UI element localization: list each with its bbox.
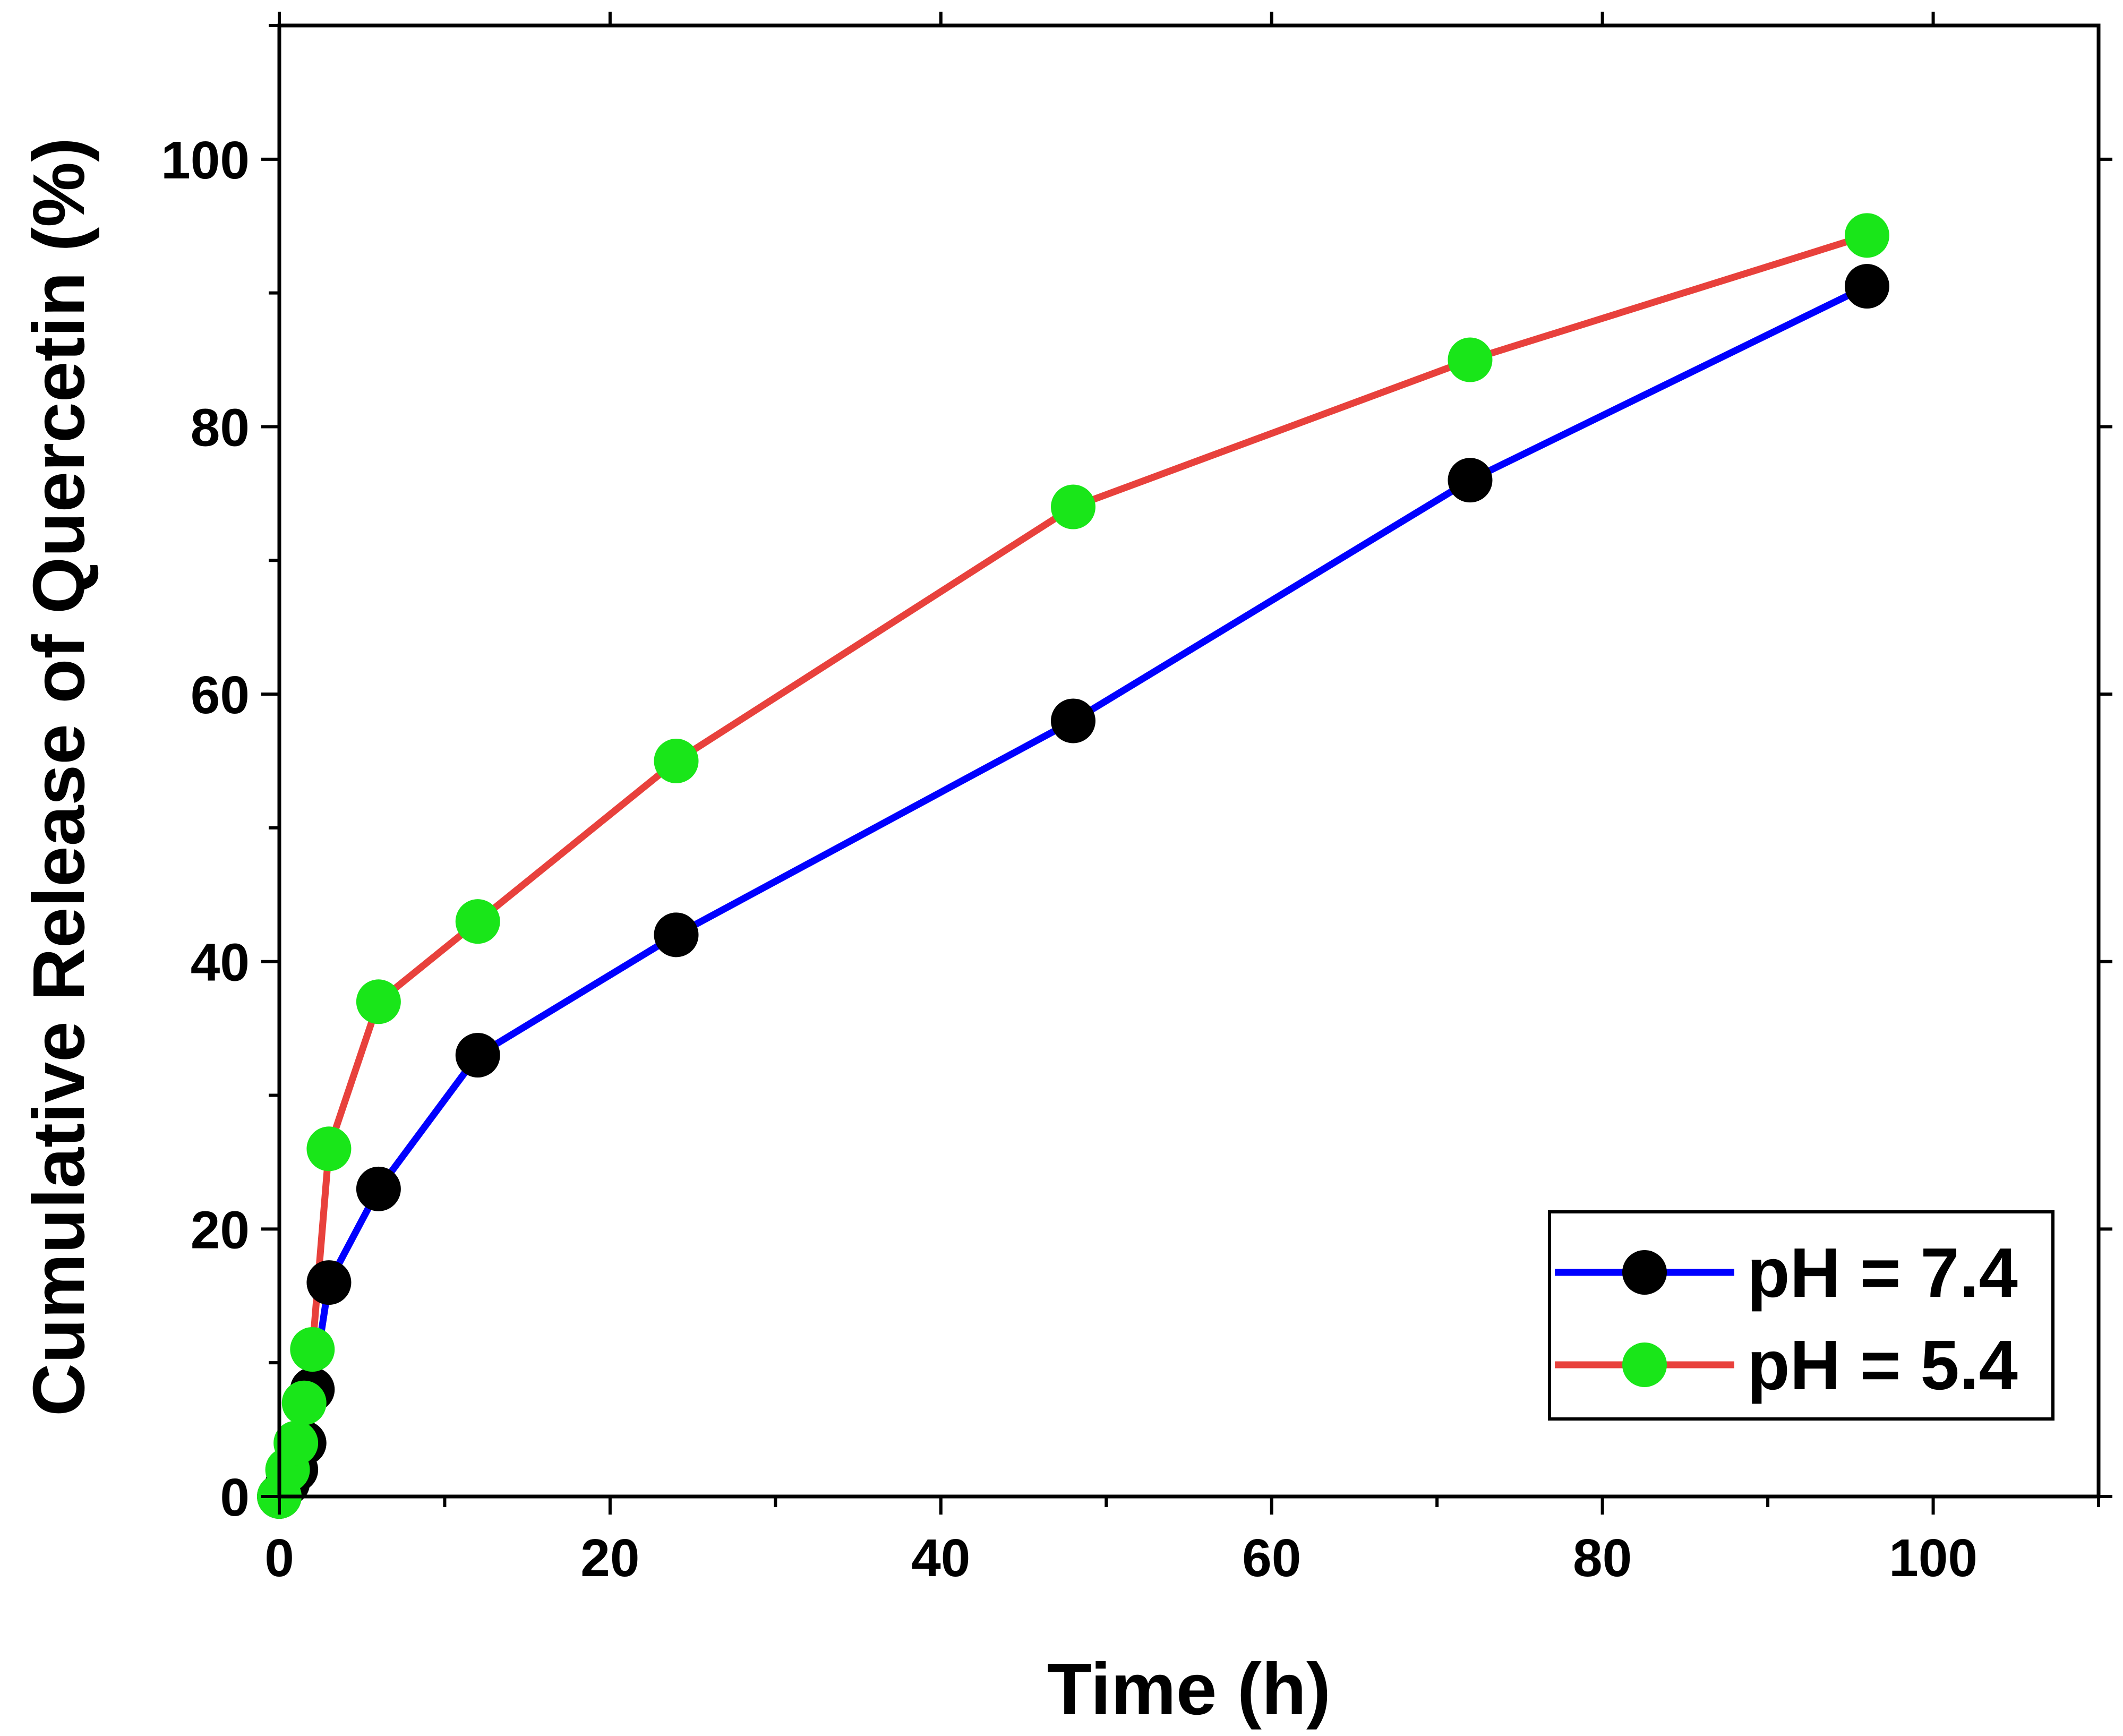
legend-marker: [1622, 1250, 1667, 1295]
y-tick-label: 40: [191, 933, 250, 993]
x-tick-label: 0: [264, 1528, 294, 1588]
legend-marker: [1622, 1342, 1667, 1387]
y-tick-label: 0: [220, 1468, 250, 1527]
series-layer: [257, 213, 1889, 1519]
data-point: [1050, 698, 1095, 743]
data-point: [1448, 458, 1493, 503]
data-point: [1448, 337, 1493, 382]
data-point: [455, 1033, 500, 1077]
plot-frame: [277, 23, 2101, 1499]
legend-item-2: pH = 5.4: [1555, 1326, 2018, 1404]
axis-layer: 0 20 40 60 80 100 0 20 40 60 80 100: [161, 12, 2112, 1588]
data-point: [1844, 264, 1889, 309]
y-tick-label: 60: [191, 665, 250, 725]
data-point: [281, 1380, 327, 1425]
data-point: [306, 1126, 352, 1171]
legend-item-1: pH = 7.4: [1555, 1234, 2018, 1312]
y-axis-title: Cumulative Release of Quercetin (%): [18, 138, 100, 1416]
data-point: [290, 1327, 335, 1372]
data-point: [455, 899, 500, 944]
x-tick-label: 80: [1573, 1528, 1632, 1588]
y-tick-label: 20: [191, 1200, 250, 1260]
x-tick-label: 40: [911, 1528, 970, 1588]
data-point: [356, 1166, 401, 1211]
series-2-markers: [257, 213, 1889, 1519]
x-axis-title: Time (h): [1047, 1648, 1331, 1730]
x-tick-label: 20: [580, 1528, 639, 1588]
legend-box: [1548, 1210, 2054, 1421]
x-tick-label: 100: [1889, 1528, 1978, 1588]
data-point: [1844, 213, 1889, 258]
data-point: [654, 912, 699, 957]
legend-label: pH = 5.4: [1747, 1326, 2018, 1404]
legend: pH = 7.4 pH = 5.4: [1548, 1210, 2054, 1421]
data-point: [1050, 484, 1095, 529]
legend-label: pH = 7.4: [1747, 1234, 2018, 1312]
data-point: [306, 1260, 352, 1305]
x-tick-label: 60: [1242, 1528, 1301, 1588]
data-point: [654, 739, 699, 783]
y-tick-label: 80: [191, 398, 250, 457]
y-tick-label: 100: [161, 131, 250, 190]
data-point: [356, 979, 401, 1024]
data-point: [273, 1421, 319, 1466]
